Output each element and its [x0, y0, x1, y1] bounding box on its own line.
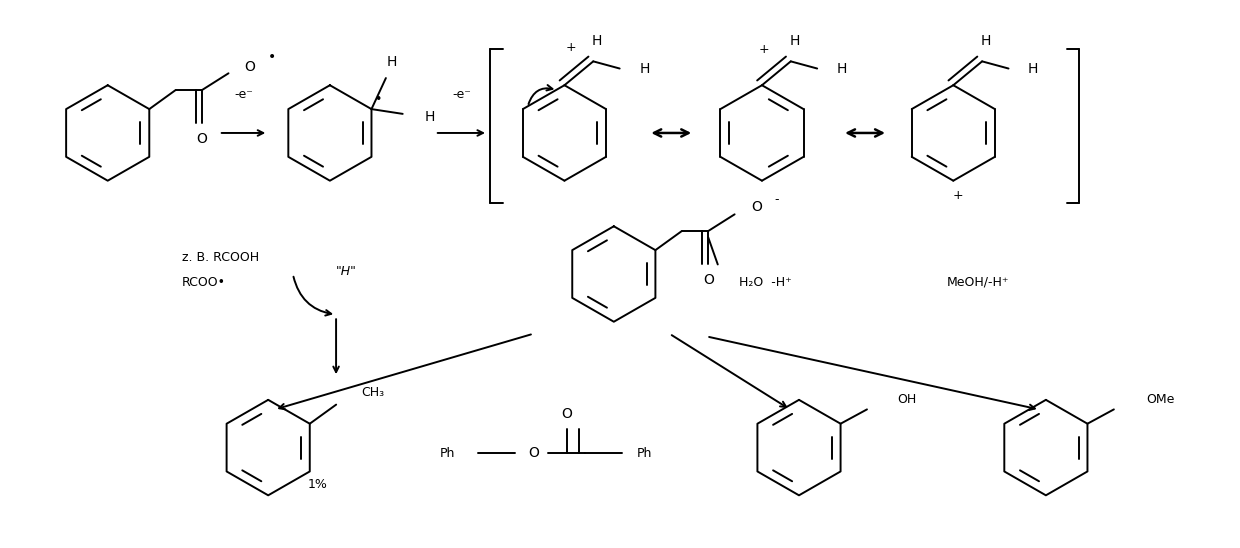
Text: Ph: Ph	[439, 447, 455, 460]
Text: O: O	[751, 200, 763, 214]
Text: -e⁻: -e⁻	[234, 88, 253, 101]
Text: H: H	[790, 34, 800, 48]
Text: "H": "H"	[336, 265, 356, 278]
Text: •: •	[268, 50, 275, 64]
Text: H: H	[1028, 61, 1038, 76]
Text: MeOH/-H⁺: MeOH/-H⁺	[946, 276, 1009, 289]
Text: 1%: 1%	[308, 478, 327, 491]
Text: H: H	[639, 61, 650, 76]
Text: z. B. RCOOH: z. B. RCOOH	[182, 251, 259, 264]
Text: H: H	[591, 34, 603, 48]
Text: H₂O  -H⁺: H₂O -H⁺	[739, 276, 792, 289]
Text: OH: OH	[897, 393, 916, 406]
Text: +: +	[759, 43, 769, 56]
Text: O: O	[528, 446, 539, 460]
Text: H: H	[837, 61, 847, 76]
Text: H: H	[981, 34, 991, 48]
Text: O: O	[244, 60, 255, 74]
Text: +: +	[952, 190, 963, 202]
Text: H: H	[424, 110, 435, 124]
Text: RCOO•: RCOO•	[182, 276, 226, 289]
Text: -: -	[774, 193, 779, 206]
Text: OMe: OMe	[1147, 393, 1176, 406]
Text: -e⁻: -e⁻	[451, 88, 471, 101]
Text: +: +	[565, 41, 577, 54]
Text: H: H	[387, 55, 397, 69]
Text: CH₃: CH₃	[362, 386, 384, 399]
Text: O: O	[197, 132, 207, 146]
Text: O: O	[562, 407, 573, 421]
Text: O: O	[703, 273, 714, 287]
Text: Ph: Ph	[637, 447, 652, 460]
Text: •: •	[374, 93, 382, 106]
